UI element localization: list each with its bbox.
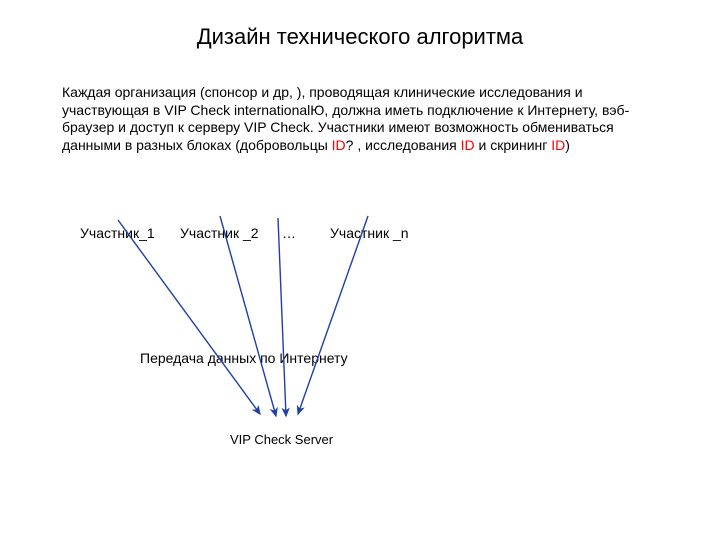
arrow-line-4 (298, 216, 368, 414)
participant-2: Участник _2 (180, 225, 259, 241)
server-label: VIP Check Server (230, 432, 333, 447)
arrow-line-1 (118, 220, 260, 414)
body-seg-9: ) (565, 137, 570, 153)
slide-title: Дизайн технического алгоритма (0, 24, 720, 50)
body-seg-4-red: ID (332, 137, 346, 153)
body-paragraph: Каждая организация (спонсор и др, ), про… (62, 84, 662, 154)
participant-1: Участник_1 (80, 225, 155, 241)
caption-transfer: Передача данных по Интернету (140, 350, 348, 366)
slide: Дизайн технического алгоритма Каждая орг… (0, 0, 720, 540)
arrow-lines-group (118, 216, 368, 416)
arrow-line-3 (278, 218, 286, 416)
body-seg-7: и скрининг (475, 137, 552, 153)
body-seg-6-red: ID (461, 137, 475, 153)
arrow-line-2 (220, 216, 276, 416)
participant-n: Участник _n (330, 225, 409, 241)
body-seg-1: Каждая организация (спонсор и др, (62, 84, 293, 100)
body-seg-8-red: ID (551, 137, 565, 153)
body-seg-5: ? , исследования (346, 137, 461, 153)
participant-dots: … (282, 225, 296, 241)
arrows-svg (0, 0, 720, 540)
